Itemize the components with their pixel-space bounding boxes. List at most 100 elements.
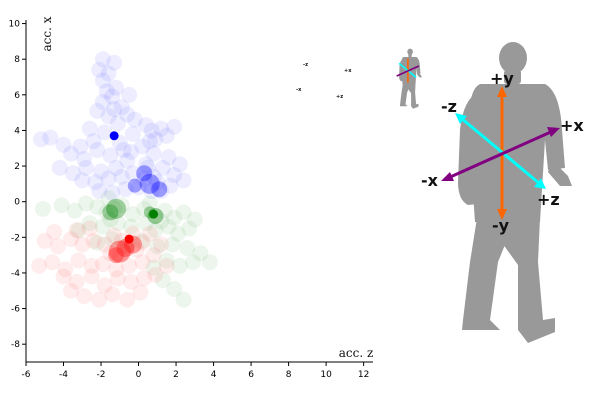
data-point bbox=[57, 261, 74, 278]
y-tick-label: 2 bbox=[14, 162, 20, 172]
data-point bbox=[136, 200, 153, 217]
data-point bbox=[123, 218, 140, 235]
data-point bbox=[102, 147, 119, 164]
data-point bbox=[106, 101, 123, 118]
data-point bbox=[106, 200, 123, 217]
data-point bbox=[46, 223, 63, 240]
data-point bbox=[147, 222, 164, 239]
data-point-dense bbox=[136, 165, 153, 182]
data-point bbox=[109, 215, 126, 232]
data-point-dense bbox=[106, 198, 127, 219]
data-point bbox=[93, 163, 110, 180]
data-point bbox=[115, 142, 132, 159]
y-tick-label: 6 bbox=[14, 91, 20, 101]
data-point bbox=[143, 183, 160, 199]
x-tick-label: 10 bbox=[320, 370, 332, 380]
data-point bbox=[108, 261, 125, 278]
data-point bbox=[175, 172, 192, 189]
data-point bbox=[175, 291, 192, 308]
x-tick-label: 6 bbox=[248, 370, 254, 380]
thumb-plus-x-label: +x bbox=[344, 68, 352, 74]
data-point bbox=[102, 245, 119, 262]
data-point bbox=[166, 209, 183, 226]
data-point bbox=[106, 227, 123, 244]
data-point bbox=[139, 159, 156, 176]
x-tick-label: -2 bbox=[97, 370, 106, 380]
data-point bbox=[171, 257, 188, 274]
y-tick-label: -2 bbox=[11, 233, 20, 243]
data-point bbox=[100, 108, 117, 125]
data-point bbox=[123, 273, 140, 290]
data-point bbox=[85, 133, 102, 150]
data-point bbox=[119, 152, 136, 169]
data-point bbox=[124, 165, 141, 182]
data-point bbox=[124, 126, 141, 142]
data-point bbox=[91, 61, 108, 78]
data-point bbox=[70, 222, 87, 239]
x-tick-label: 12 bbox=[358, 370, 369, 380]
data-point bbox=[33, 131, 50, 148]
data-point bbox=[104, 231, 121, 248]
data-point bbox=[100, 65, 117, 82]
y-tick-label: 8 bbox=[14, 55, 20, 65]
data-point-dense bbox=[127, 178, 142, 193]
data-point bbox=[89, 234, 106, 251]
minus-y-label: -y bbox=[492, 216, 510, 235]
data-point bbox=[134, 138, 151, 155]
data-point-dense bbox=[108, 247, 125, 264]
data-point bbox=[186, 211, 203, 228]
data-point bbox=[64, 165, 81, 182]
data-point bbox=[63, 282, 80, 299]
data-point bbox=[53, 197, 70, 214]
data-point bbox=[175, 204, 192, 221]
data-point bbox=[123, 143, 140, 160]
data-point bbox=[153, 213, 170, 230]
data-point bbox=[109, 270, 126, 287]
data-point bbox=[104, 286, 121, 303]
data-point bbox=[66, 202, 83, 219]
data-point bbox=[149, 174, 166, 191]
data-point bbox=[111, 247, 128, 264]
data-point bbox=[108, 159, 125, 176]
highlight-point bbox=[149, 209, 159, 219]
data-point bbox=[171, 156, 188, 173]
data-point bbox=[44, 254, 61, 271]
data-point bbox=[162, 177, 179, 194]
data-point bbox=[158, 127, 175, 144]
y-tick-label: 0 bbox=[14, 198, 20, 208]
data-point bbox=[78, 159, 95, 176]
plus-x-label: +x bbox=[560, 116, 584, 135]
data-point bbox=[158, 252, 175, 269]
thumb-plus-z-label: +z bbox=[336, 94, 343, 100]
data-point bbox=[145, 168, 162, 185]
data-point bbox=[81, 215, 98, 232]
data-point bbox=[68, 273, 85, 290]
data-point bbox=[42, 129, 59, 146]
data-point bbox=[134, 254, 151, 271]
data-point bbox=[87, 174, 104, 191]
data-point-dense bbox=[102, 204, 119, 221]
data-point bbox=[34, 200, 51, 217]
data-point bbox=[134, 232, 151, 249]
thumb-x-axis-arrow bbox=[396, 65, 420, 77]
series-red bbox=[31, 220, 175, 308]
y-tick-label: -6 bbox=[11, 305, 20, 315]
data-point bbox=[36, 232, 53, 249]
data-point bbox=[78, 195, 95, 212]
data-point bbox=[55, 268, 72, 285]
x-tick-label: 2 bbox=[173, 370, 179, 380]
data-point bbox=[108, 79, 125, 96]
data-point bbox=[100, 190, 117, 207]
data-point bbox=[121, 86, 138, 103]
x-axis-ticks: -6 -4 -2 0 2 4 6 8 10 12 bbox=[22, 362, 369, 380]
y-axis-ticks: 10 8 6 4 2 0 -2 -4 -6 -8 bbox=[9, 20, 26, 350]
data-point bbox=[160, 149, 177, 166]
data-point bbox=[104, 184, 121, 201]
data-point bbox=[149, 238, 166, 255]
x-tick-label: 4 bbox=[211, 370, 217, 380]
x-axis-arrow bbox=[441, 127, 560, 181]
data-point bbox=[141, 225, 158, 242]
data-point bbox=[76, 288, 93, 305]
data-point bbox=[181, 220, 198, 237]
